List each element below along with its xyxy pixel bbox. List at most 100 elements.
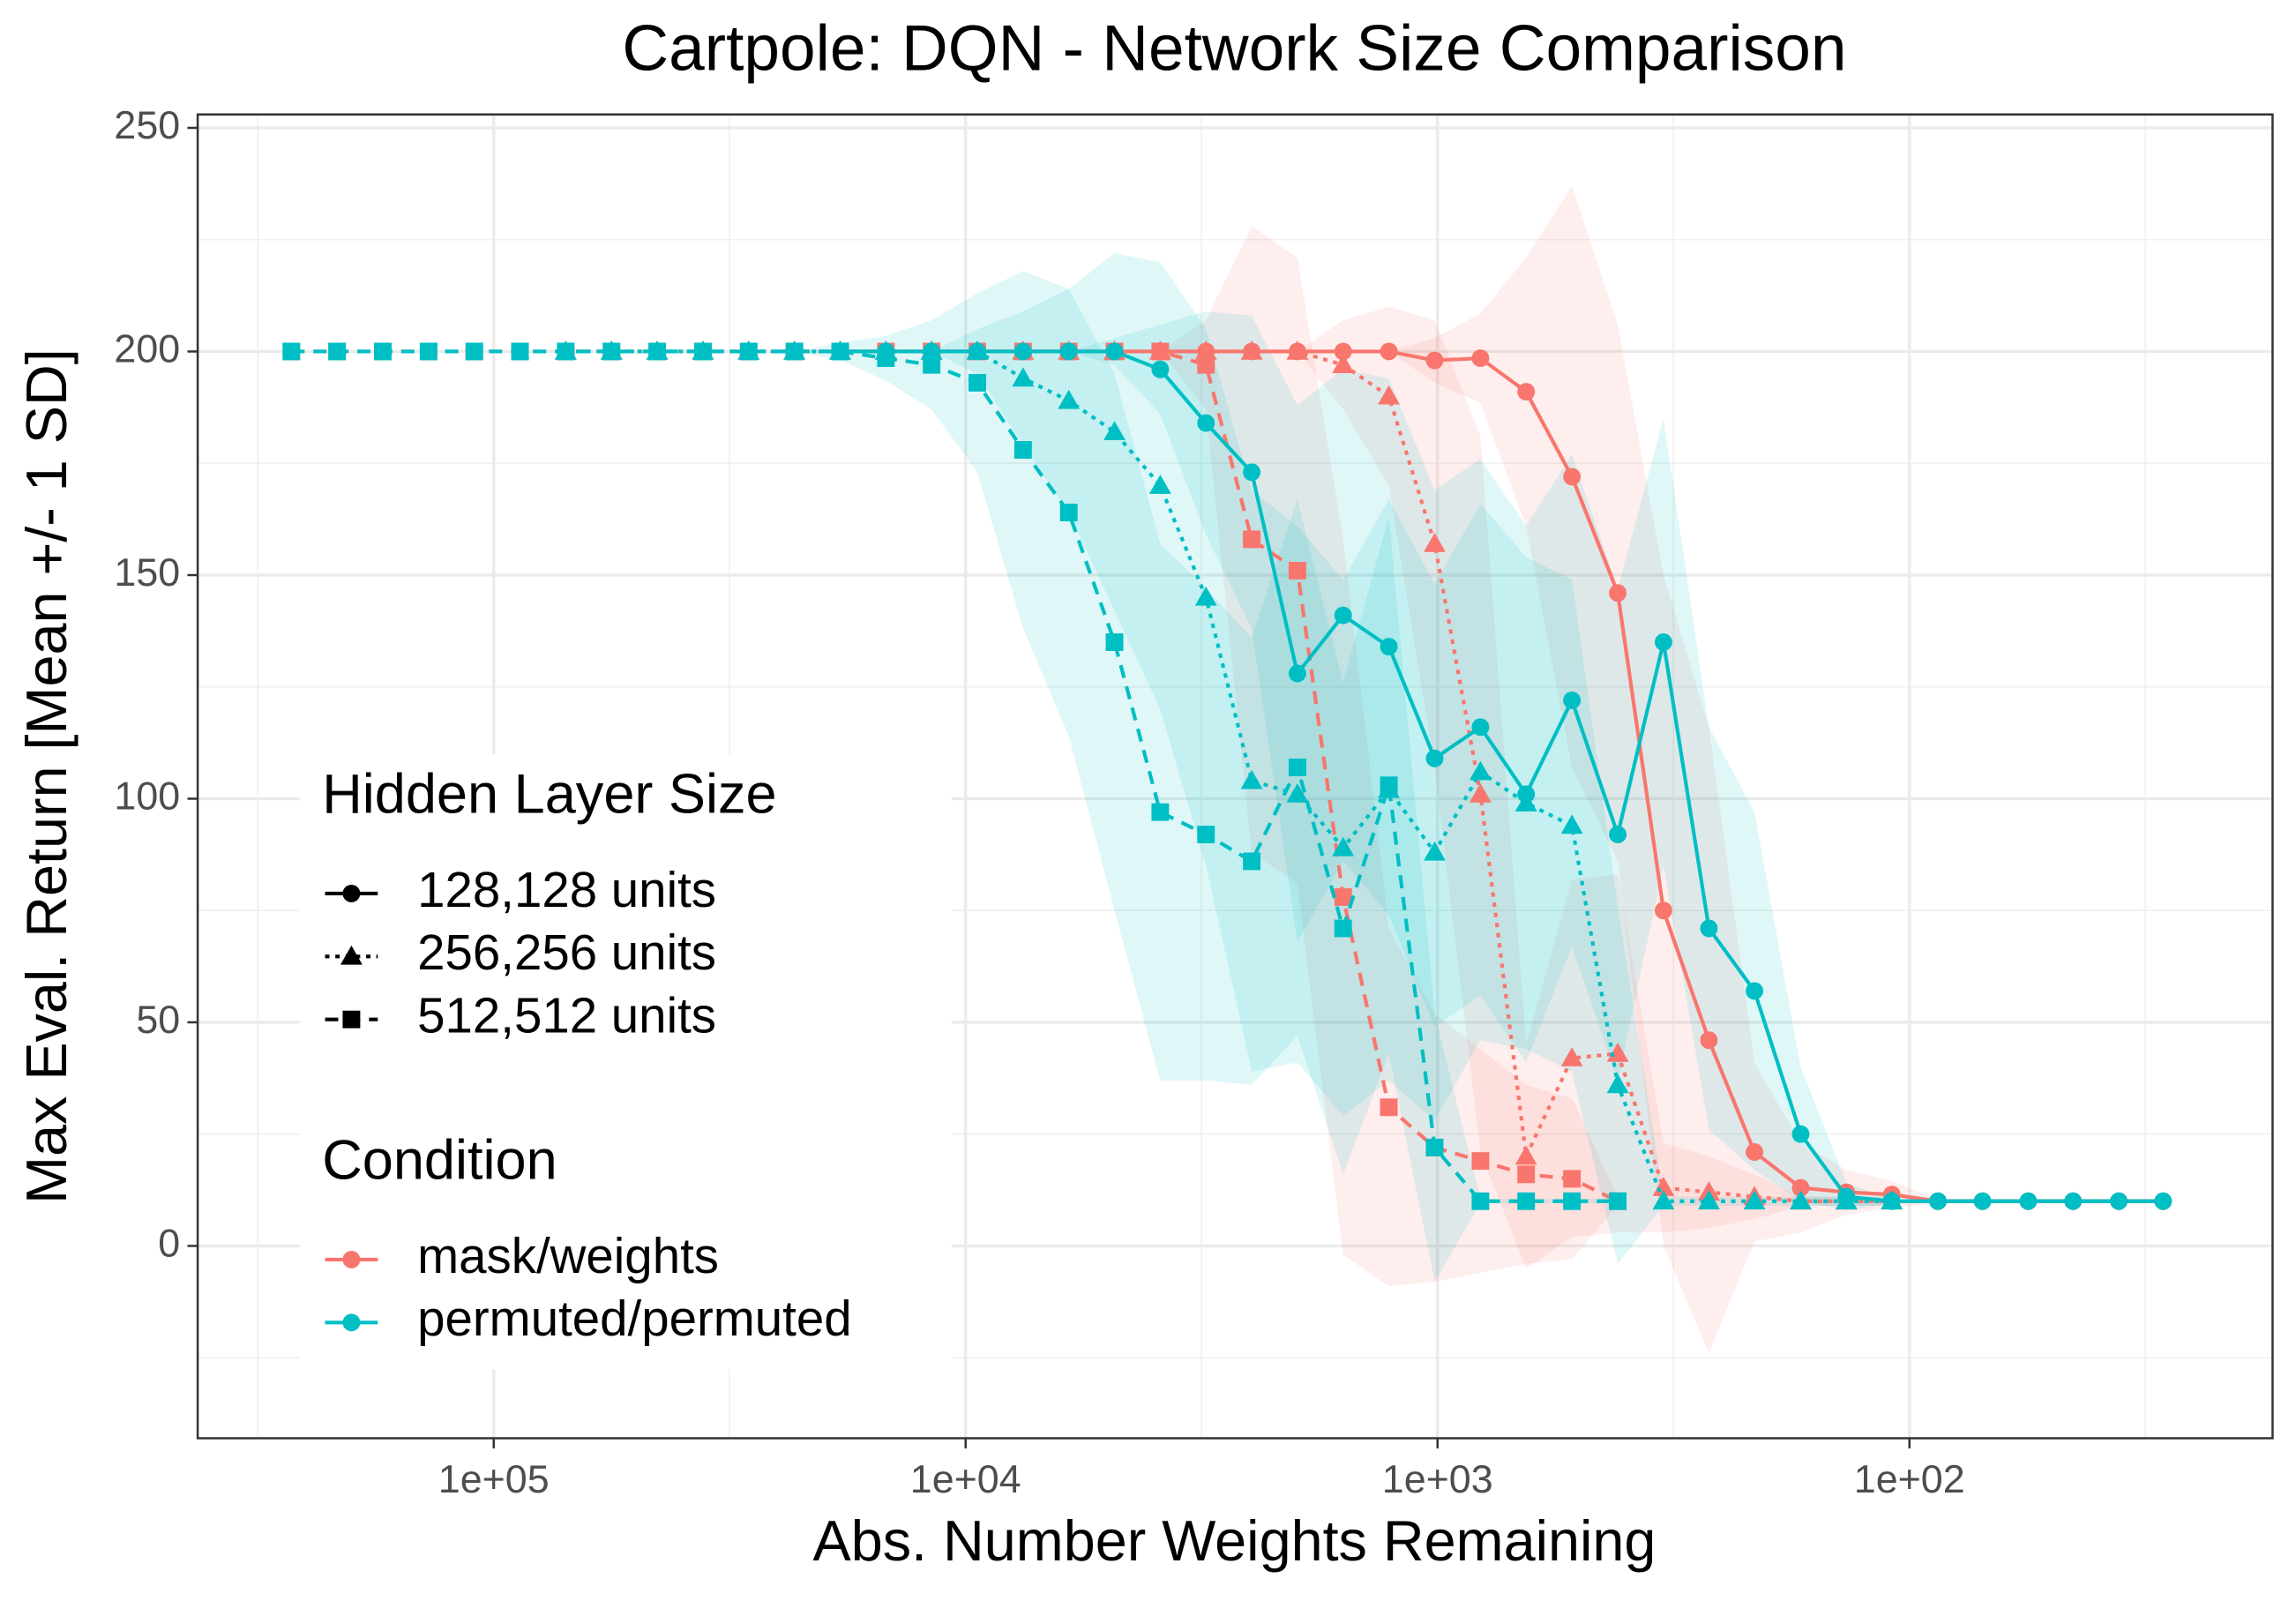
sd-ribbon — [840, 185, 2164, 1354]
point — [1424, 841, 1446, 861]
legend-label: 512,512 units — [417, 988, 716, 1044]
point — [1380, 638, 1398, 656]
point — [1378, 385, 1401, 405]
point — [1652, 1190, 1675, 1210]
point — [1789, 1190, 1812, 1210]
y-axis-title: Max Eval. Return [Mean +/- 1 SD] — [14, 348, 79, 1204]
point — [877, 349, 895, 368]
point — [1606, 1074, 1629, 1094]
point — [1471, 349, 1490, 368]
point — [1563, 691, 1582, 709]
legend-label: mask/weights — [417, 1228, 719, 1283]
point — [1288, 759, 1306, 776]
point — [785, 342, 804, 361]
legend-key-marker — [342, 1250, 361, 1268]
point — [1563, 1170, 1582, 1188]
point — [465, 342, 483, 361]
point — [923, 355, 941, 374]
point — [1471, 718, 1490, 737]
point — [739, 342, 758, 361]
point — [419, 342, 438, 361]
x-tick-label: 1e+05 — [438, 1457, 550, 1501]
point — [1058, 389, 1081, 409]
point — [1609, 1192, 1627, 1210]
point — [1243, 530, 1261, 549]
y-tick-label: 0 — [158, 1221, 180, 1265]
x-tick-label: 1e+04 — [910, 1457, 1021, 1501]
point — [1197, 826, 1215, 843]
point — [1334, 606, 1352, 625]
point — [1929, 1192, 1948, 1210]
point — [1425, 749, 1444, 767]
point — [374, 342, 392, 361]
point — [1514, 792, 1537, 812]
point — [1563, 468, 1582, 486]
point — [969, 373, 986, 392]
x-tick-label: 1e+03 — [1382, 1457, 1493, 1501]
x-axis-title: Abs. Number Weights Remaining — [813, 1508, 1657, 1573]
point — [1197, 355, 1215, 374]
point — [1286, 782, 1309, 803]
point — [2154, 1192, 2173, 1210]
point — [1700, 919, 1718, 938]
point — [1059, 504, 1078, 521]
point — [282, 342, 301, 361]
point — [1286, 340, 1309, 360]
series-line — [565, 349, 1892, 1203]
point — [1012, 367, 1035, 387]
point — [1380, 1098, 1398, 1117]
point — [1791, 1178, 1810, 1197]
point — [1791, 1125, 1810, 1143]
sd-ribbon — [291, 226, 1619, 1287]
legend: Hidden Layer Size Condition 128,128 unit… — [300, 754, 953, 1370]
point — [1105, 633, 1124, 651]
point — [1151, 360, 1170, 378]
legend-label: permuted/permuted — [417, 1291, 852, 1346]
point — [1973, 1192, 1992, 1210]
point — [328, 342, 347, 361]
point — [1197, 414, 1215, 432]
legend-label: 256,256 units — [417, 924, 716, 980]
point — [557, 342, 575, 361]
point — [1654, 901, 1672, 920]
point — [1746, 982, 1764, 1000]
point — [1425, 351, 1444, 370]
point — [1609, 584, 1627, 602]
point — [1560, 814, 1583, 834]
point — [648, 342, 667, 361]
y-tick-label: 250 — [114, 103, 180, 147]
sd-ribbon — [565, 306, 1892, 1268]
point — [1194, 586, 1217, 606]
point — [1881, 1190, 1903, 1210]
point — [1471, 1152, 1490, 1171]
point — [966, 340, 989, 360]
point — [1697, 1190, 1720, 1210]
point — [1746, 1143, 1764, 1161]
point — [1700, 1031, 1718, 1050]
point — [2110, 1192, 2128, 1210]
lines — [282, 340, 2173, 1210]
point — [1563, 1192, 1582, 1210]
point — [1334, 342, 1352, 361]
point — [1151, 803, 1170, 821]
y-tick-label: 50 — [136, 998, 180, 1042]
point — [1013, 342, 1032, 361]
legend-title: Hidden Layer Size — [322, 764, 776, 826]
point — [1424, 533, 1446, 552]
legend-key-marker — [342, 1313, 361, 1332]
point — [1240, 769, 1263, 789]
point — [1606, 1042, 1629, 1062]
point — [511, 342, 529, 361]
point — [2019, 1192, 2038, 1210]
legend-key-marker — [340, 945, 363, 965]
point — [1560, 1047, 1583, 1066]
point — [1334, 919, 1352, 938]
axes: 0 50 100 150 200 250 1e+05 1e+04 1e+03 1e+02 — [114, 103, 1964, 1501]
point — [1514, 1145, 1537, 1165]
legend-background — [300, 754, 953, 1370]
point — [1148, 475, 1171, 494]
point — [1151, 342, 1170, 361]
point — [1469, 760, 1492, 781]
legend-title: Condition — [322, 1130, 557, 1192]
